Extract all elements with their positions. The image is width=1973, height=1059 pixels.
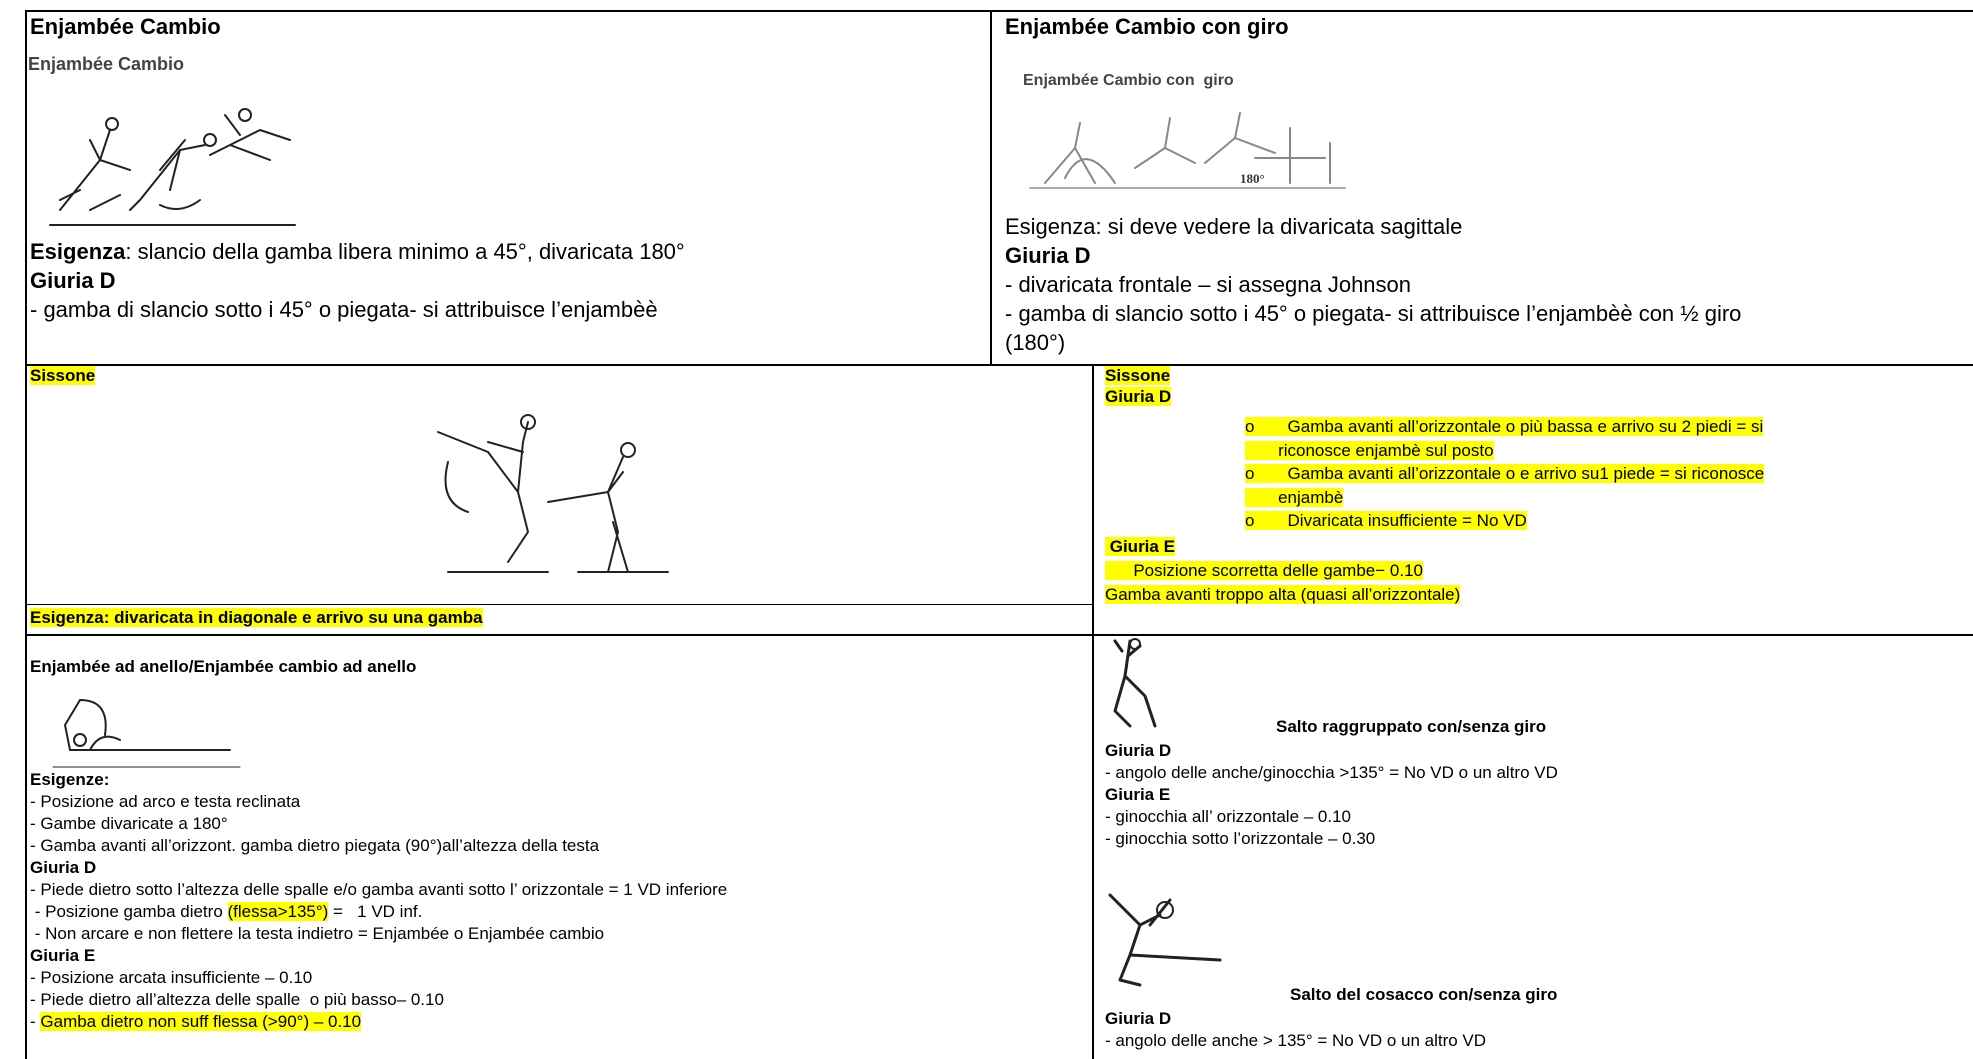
text: - Gambe divaricate a 180° — [30, 814, 228, 833]
text: (180°) — [1005, 330, 1066, 355]
text: - Non arcare e non flettere la testa ind… — [30, 924, 605, 943]
label: Giuria E — [1105, 785, 1171, 804]
cell: Sissone Giuria D — [1105, 365, 1172, 407]
text: Divaricata insufficiente = No VD — [1287, 511, 1527, 530]
figure — [437, 414, 669, 573]
text: - Piede dietro all’altezza delle spalle … — [30, 990, 444, 1009]
text: : slancio della gamba libera minimo a 45… — [125, 239, 685, 264]
border — [25, 10, 1973, 12]
label: Giuria D — [1105, 387, 1172, 406]
border — [25, 10, 27, 1059]
text: (flessa>135°) — [227, 902, 329, 921]
title: Sissone — [30, 366, 96, 385]
figure-caption: Enjambée Cambio — [28, 54, 185, 74]
border — [1092, 364, 1094, 1059]
cell: Enjambée Cambio — [30, 12, 221, 41]
border — [25, 604, 1092, 605]
cell-text: Esigenza: slancio della gamba libera min… — [30, 237, 685, 324]
text: - gamba di slancio sotto i 45° o piegata… — [30, 297, 658, 322]
bullet: o — [1245, 464, 1255, 483]
cell-text: Esigenze: - Posizione ad arco e testa re… — [30, 769, 727, 1033]
figure — [1113, 638, 1157, 728]
figure-label: 180° — [1240, 171, 1265, 186]
label: Esigenza — [30, 239, 126, 264]
bullet: o — [1245, 417, 1255, 436]
cell-text: Giuria D - angolo delle anche/ginocchia … — [1105, 740, 1558, 850]
cell: Esigenza: divaricata in diagonale e arri… — [30, 607, 483, 629]
figure — [49, 108, 296, 226]
title: Salto del cosacco con/senza giro — [1290, 985, 1558, 1004]
label: Giuria E — [30, 946, 96, 965]
text: - Piede dietro sotto l’altezza delle spa… — [30, 880, 728, 899]
list: o Gamba avanti all’orizzontale o più bas… — [1245, 415, 1765, 533]
label: Giuria D — [1005, 243, 1091, 268]
cell: Salto del cosacco con/senza giro — [1290, 984, 1557, 1006]
label: Giuria E — [1109, 537, 1175, 556]
cell-text: Esigenza: si deve vedere la divaricata s… — [1005, 212, 1741, 357]
label: Giuria D — [1105, 1009, 1172, 1028]
text: - Posizione gamba dietro — [30, 902, 228, 921]
text: Esigenza: divaricata in diagonale e arri… — [30, 608, 483, 627]
text: = 1 VD inf. — [328, 902, 423, 921]
figure-caption: Enjambée Cambio con giro — [1023, 72, 1234, 89]
cell: Sissone — [30, 365, 96, 387]
text: - ginocchia all’ orizzontale – 0.10 — [1105, 807, 1352, 826]
text: riconosce enjambè sul posto — [1278, 440, 1494, 460]
border — [25, 634, 1973, 636]
title: Enjambée Cambio con giro — [1005, 14, 1289, 39]
cell: Salto raggruppato con/senza giro — [1276, 716, 1546, 738]
figure — [1108, 893, 1222, 987]
label: Esigenze: — [30, 770, 110, 789]
label: Giuria D — [30, 858, 97, 877]
text: - gamba di slancio sotto i 45° o piegata… — [1005, 301, 1742, 326]
bullet: o — [1245, 511, 1255, 530]
text: Esigenza: si deve vedere la divaricata s… — [1005, 214, 1463, 239]
figure: 180° — [1029, 112, 1346, 189]
text: - Posizione arcata insufficiente – 0.10 — [30, 968, 313, 987]
text: - Gamba avanti all’orizzont. gamba dietr… — [30, 836, 600, 855]
title: Salto raggruppato con/senza giro — [1276, 717, 1547, 736]
text: Posizione scorretta delle gambe− 0.10 — [1133, 561, 1423, 580]
title: Sissone — [1105, 366, 1171, 385]
title: Enjambée Cambio — [30, 14, 221, 39]
title: Enjambée ad anello/Enjambée cambio ad an… — [30, 657, 417, 676]
text: enjambè — [1278, 487, 1344, 507]
border — [25, 364, 1973, 366]
text: - Posizione ad arco e testa reclinata — [30, 792, 301, 811]
text: - angolo delle anche > 135° = No VD o un… — [1105, 1031, 1487, 1050]
text: - divaricata frontale – si assegna Johns… — [1005, 272, 1412, 297]
cell: Enjambée Cambio con giro — [1005, 12, 1289, 41]
label: Giuria D — [30, 268, 116, 293]
text: Gamba dietro non suff flessa (>90°) – 0.… — [40, 1012, 362, 1031]
text: - ginocchia sotto l’orizzontale – 0.30 — [1105, 829, 1376, 848]
text: Gamba avanti troppo alta (quasi all’oriz… — [1105, 585, 1461, 604]
text: - — [30, 1012, 41, 1031]
text: Gamba avanti all’orizzontale o più bassa… — [1287, 417, 1764, 436]
cell-text: Giuria E Posizione scorretta delle gambe… — [1105, 535, 1461, 607]
label: Giuria D — [1105, 741, 1172, 760]
text: - angolo delle anche/ginocchia >135° = N… — [1105, 763, 1558, 782]
text: Gamba avanti all’orizzontale o e arrivo … — [1287, 464, 1765, 483]
cell-text: Giuria D - angolo delle anche > 135° = N… — [1105, 1008, 1486, 1052]
figure — [52, 699, 241, 768]
cell: Enjambée ad anello/Enjambée cambio ad an… — [30, 656, 416, 678]
border — [990, 10, 992, 365]
